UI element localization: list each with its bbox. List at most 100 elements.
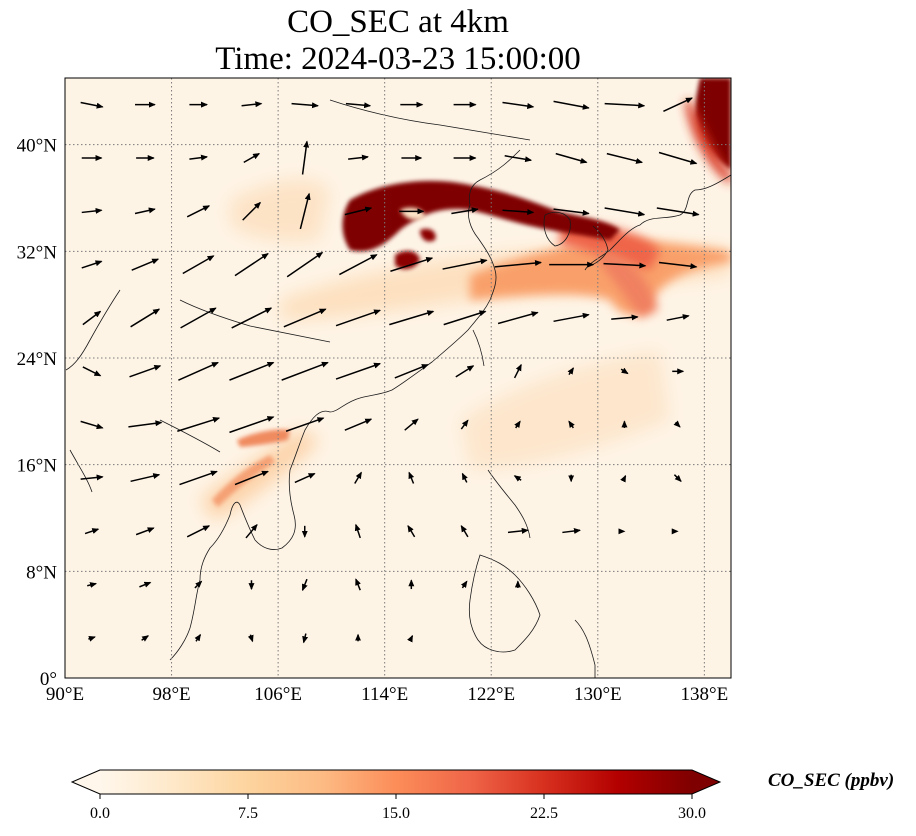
wind-arrow — [129, 365, 162, 378]
wind-arrow — [131, 258, 160, 271]
wind-arrow — [335, 362, 381, 380]
wind-arrow — [229, 416, 275, 434]
colorbar-extend-high — [692, 770, 720, 794]
wind-arrow — [302, 633, 309, 644]
wind-arrow — [567, 367, 574, 376]
wind-arrow — [186, 205, 211, 218]
wind-arrow — [179, 470, 218, 486]
lat-tick-label: 40°N — [17, 136, 58, 157]
wind-arrow — [666, 314, 690, 321]
coastlines — [65, 99, 731, 678]
wind-arrow — [461, 472, 468, 483]
wind-arrow — [394, 364, 429, 379]
wind-arrow — [354, 471, 362, 484]
wind-arrow — [242, 201, 261, 221]
wind-arrow — [404, 418, 419, 431]
lat-tick-label: 32°N — [17, 242, 58, 263]
wind-arrow — [82, 366, 102, 377]
wind-arrow — [234, 470, 269, 486]
wind-arrow — [135, 527, 155, 536]
map-panel — [64, 77, 732, 679]
wind-arrow — [247, 634, 254, 643]
wind-arrow — [460, 419, 469, 430]
lon-tick-label: 106°E — [254, 684, 302, 705]
wind-arrow — [128, 420, 163, 428]
wind-arrow — [673, 420, 681, 428]
wind-arrow — [344, 418, 373, 431]
colorbar-extend-low — [72, 770, 100, 794]
wind-arrow — [553, 100, 590, 110]
wind-arrow — [80, 101, 104, 109]
lon-tick-label: 138°E — [681, 684, 729, 705]
wind-arrow — [180, 307, 217, 329]
wind-arrow — [130, 308, 161, 328]
wind-arrow — [658, 151, 698, 165]
wind-arrow — [553, 312, 590, 323]
wind-arrow — [442, 258, 488, 270]
wind-arrow — [460, 580, 468, 589]
map-frame — [64, 77, 732, 679]
wind-arrow — [514, 420, 521, 429]
wind-arrow — [82, 310, 102, 326]
wind-arrow — [294, 472, 316, 484]
wind-arrow — [178, 361, 219, 381]
wind-arrow — [189, 154, 208, 161]
wind-arrow — [553, 208, 590, 216]
colorbar: 0.0 7.5 15.0 22.5 30.0 — [70, 769, 722, 822]
wind-arrow — [177, 417, 221, 432]
lon-tick-label: 90°E — [46, 684, 84, 705]
colorbar-tick-label: 15.0 — [382, 805, 410, 822]
colorbar-label: CO_SEC (ppbv) — [768, 770, 895, 791]
wind-arrow — [673, 474, 682, 483]
wind-arrow — [604, 207, 646, 217]
wind-arrow — [507, 527, 529, 534]
wind-arrow — [286, 251, 324, 278]
wind-arrow — [335, 309, 381, 327]
wind-arrow — [301, 578, 308, 592]
wind-arrow — [355, 578, 361, 591]
wind-arrow — [568, 420, 575, 429]
map-title: CO_SEC at 4km — [287, 4, 509, 40]
wind-arrow — [80, 420, 104, 430]
wind-arrow — [84, 528, 100, 535]
colorbar-tick-label: 0.0 — [90, 805, 110, 822]
lon-tick-label: 98°E — [152, 684, 190, 705]
lon-tick-label: 130°E — [574, 684, 622, 705]
wind-arrow — [285, 417, 325, 432]
wind-arrow — [620, 474, 627, 483]
wind-arrow — [338, 254, 378, 276]
wind-arrow — [606, 152, 644, 164]
wind-arrow — [663, 97, 693, 112]
lon-tick-label: 114°E — [361, 684, 408, 705]
wind-arrow — [390, 257, 434, 272]
wind-arrow — [494, 260, 542, 268]
wind-arrow — [620, 367, 629, 375]
wind-arrow — [182, 255, 215, 275]
wind-arrow — [234, 253, 269, 277]
wind-arrow — [229, 361, 275, 381]
wind-arrow — [408, 471, 415, 484]
gridlines — [65, 78, 731, 678]
wind-arrow — [513, 363, 522, 379]
wind-arrow — [301, 140, 310, 175]
lat-tick-label: 0° — [40, 669, 57, 690]
wind-arrow — [502, 209, 535, 215]
wind-arrow — [407, 524, 416, 538]
wind-arrow — [497, 311, 539, 325]
wind-arrow — [88, 635, 96, 642]
wind-arrow — [451, 207, 479, 215]
wind-arrow — [455, 365, 475, 378]
lat-tick-label: 16°N — [17, 456, 58, 477]
lat-axis: 0° 8°N 16°N 24°N 32°N 40°N — [17, 136, 58, 690]
wind-arrow — [81, 207, 103, 214]
wind-arrow — [407, 634, 414, 643]
colorbar-tick-label: 22.5 — [530, 805, 558, 822]
wind-arrow — [87, 582, 98, 588]
wind-arrow — [344, 206, 373, 216]
wind-arrow — [354, 523, 361, 539]
wind-arrow — [460, 524, 469, 538]
wind-arrow — [555, 152, 588, 164]
wind-arrow — [348, 154, 369, 161]
lat-tick-label: 24°N — [17, 349, 58, 370]
